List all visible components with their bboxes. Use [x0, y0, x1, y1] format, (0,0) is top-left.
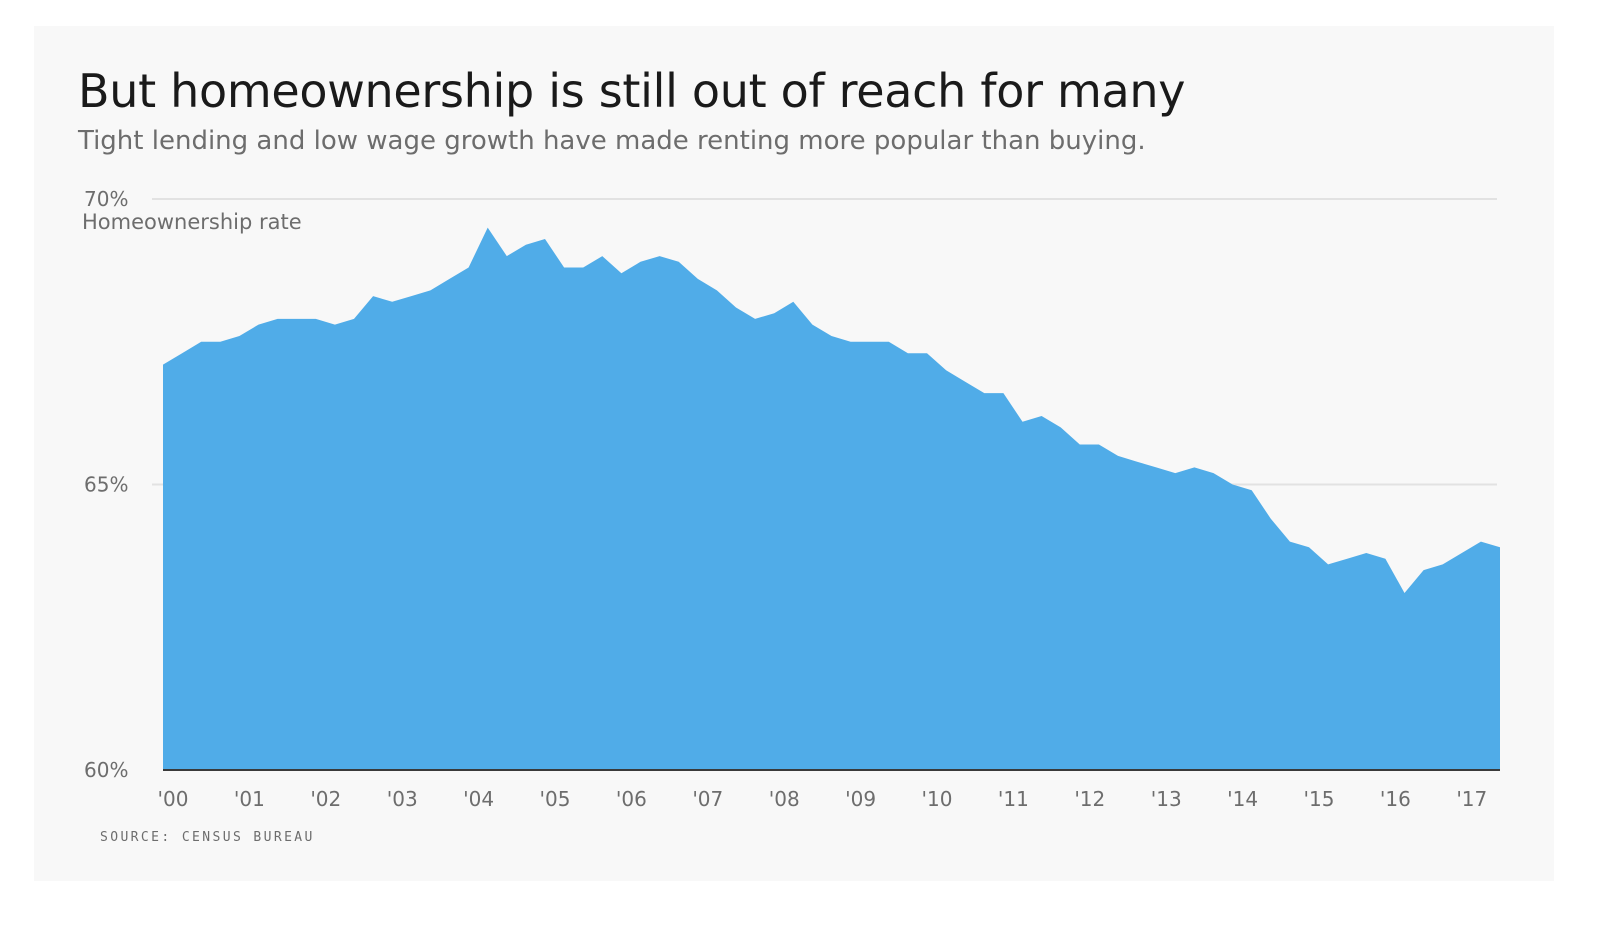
x-tick-label: '08: [769, 787, 800, 811]
x-tick-label: '09: [845, 787, 876, 811]
y-tick-label: 70%: [84, 187, 128, 211]
x-axis-ticks: '00 '01 '02 '03 '04 '05 '06 '07 '08 '09 '10 '11 '12 '…: [158, 787, 1488, 811]
x-tick-label: '06: [616, 787, 647, 811]
source-note: SOURCE: CENSUS BUREAU: [100, 830, 315, 845]
x-tick-label: '00: [158, 787, 189, 811]
chart-subtitle: Tight lending and low wage growth have m…: [78, 126, 1146, 156]
x-tick-label: '12: [1074, 787, 1105, 811]
x-tick-label: '01: [234, 787, 265, 811]
homeownership-area: [163, 227, 1500, 771]
x-tick-label: '13: [1151, 787, 1182, 811]
x-tick-label: '17: [1456, 787, 1487, 811]
x-tick-label: '11: [998, 787, 1029, 811]
x-tick-label: '05: [540, 787, 571, 811]
y-tick-label: 65%: [84, 473, 128, 497]
x-tick-label: '14: [1227, 787, 1258, 811]
chart-title: But homeownership is still out of reach …: [78, 64, 1186, 118]
x-tick-label: '16: [1380, 787, 1411, 811]
y-axis-label: Homeownership rate: [82, 210, 302, 234]
x-tick-label: '15: [1304, 787, 1335, 811]
x-tick-label: '07: [692, 787, 723, 811]
y-axis-ticks: 60% 65% 70%: [84, 187, 128, 782]
x-tick-label: '03: [387, 787, 418, 811]
y-tick-label: 60%: [84, 758, 128, 782]
x-tick-label: '02: [310, 787, 341, 811]
x-tick-label: '10: [922, 787, 953, 811]
x-tick-label: '04: [463, 787, 494, 811]
